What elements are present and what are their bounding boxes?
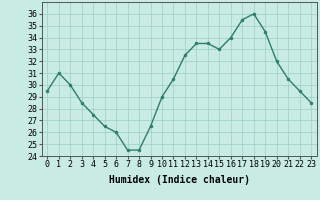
X-axis label: Humidex (Indice chaleur): Humidex (Indice chaleur) — [109, 175, 250, 185]
